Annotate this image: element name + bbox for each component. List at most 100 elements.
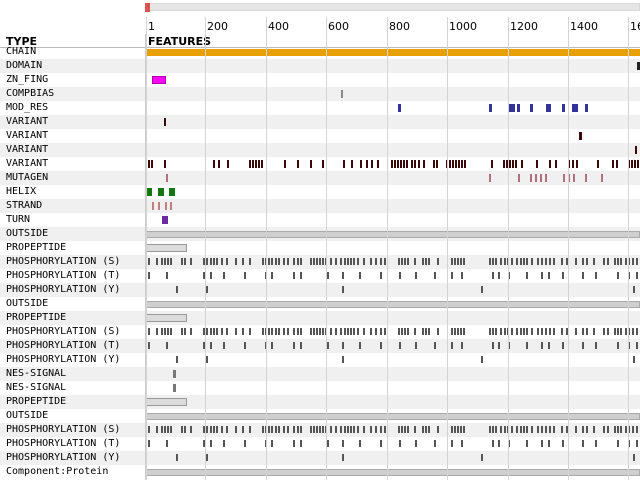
phosphorylation-s-feature[interactable] [457,328,459,335]
phosphorylation-s-feature[interactable] [353,328,355,335]
phosphorylation-s-feature[interactable] [437,328,439,335]
mod-res-feature[interactable] [572,104,575,112]
variant-feature[interactable] [252,160,254,168]
phosphorylation-y-feature[interactable] [342,454,344,461]
phosphorylation-s-feature[interactable] [582,426,584,433]
phosphorylation-t-feature[interactable] [415,272,417,279]
phosphorylation-s-feature[interactable] [407,258,409,265]
variant-feature[interactable] [322,160,324,168]
phosphorylation-s-feature[interactable] [603,328,605,335]
phosphorylation-s-feature[interactable] [322,328,324,335]
phosphorylation-s-feature[interactable] [553,426,555,433]
variant-feature[interactable] [249,160,251,168]
phosphorylation-s-feature[interactable] [300,328,302,335]
phosphorylation-s-feature[interactable] [293,426,295,433]
phosphorylation-t-feature[interactable] [582,342,584,349]
phosphorylation-s-feature[interactable] [404,426,406,433]
phosphorylation-s-feature[interactable] [407,426,409,433]
phosphorylation-s-feature[interactable] [495,258,497,265]
phosphorylation-s-feature[interactable] [463,328,465,335]
phosphorylation-t-feature[interactable] [562,272,564,279]
variant-feature[interactable] [151,160,153,168]
phosphorylation-s-feature[interactable] [190,426,192,433]
phosphorylation-t-feature[interactable] [582,440,584,447]
chain-feature[interactable] [145,49,640,56]
phosphorylation-s-feature[interactable] [203,258,205,265]
phosphorylation-s-feature[interactable] [216,328,218,335]
phosphorylation-s-feature[interactable] [268,426,270,433]
phosphorylation-s-feature[interactable] [523,258,525,265]
phosphorylation-t-feature[interactable] [223,440,225,447]
phosphorylation-s-feature[interactable] [319,258,321,265]
phosphorylation-s-feature[interactable] [275,258,277,265]
phosphorylation-s-feature[interactable] [504,328,506,335]
phosphorylation-s-feature[interactable] [271,258,273,265]
phosphorylation-t-feature[interactable] [148,342,150,349]
variant-feature[interactable] [418,160,420,168]
phosphorylation-y-feature[interactable] [176,454,178,461]
phosphorylation-y-feature[interactable] [633,356,635,363]
mutagen-feature[interactable] [540,174,542,182]
variant-feature[interactable] [506,160,508,168]
phosphorylation-s-feature[interactable] [226,328,228,335]
phosphorylation-s-feature[interactable] [531,426,533,433]
phosphorylation-s-feature[interactable] [607,426,609,433]
phosphorylation-s-feature[interactable] [380,328,382,335]
phosphorylation-s-feature[interactable] [437,258,439,265]
phosphorylation-t-feature[interactable] [541,272,543,279]
phosphorylation-s-feature[interactable] [319,426,321,433]
phosphorylation-s-feature[interactable] [401,426,403,433]
phosphorylation-y-feature[interactable] [176,356,178,363]
phosphorylation-s-feature[interactable] [380,258,382,265]
phosphorylation-s-feature[interactable] [414,328,416,335]
phosphorylation-s-feature[interactable] [575,258,577,265]
phosphorylation-s-feature[interactable] [607,328,609,335]
phosphorylation-s-feature[interactable] [344,328,346,335]
variant-feature[interactable] [631,160,633,168]
phosphorylation-s-feature[interactable] [164,258,166,265]
phosphorylation-s-feature[interactable] [335,328,337,335]
phosphorylation-t-feature[interactable] [541,342,543,349]
strand-feature[interactable] [170,202,172,210]
phosphorylation-s-feature[interactable] [235,328,237,335]
phosphorylation-s-feature[interactable] [422,258,424,265]
phosphorylation-t-feature[interactable] [636,440,638,447]
variant-feature[interactable] [366,160,368,168]
phosphorylation-t-feature[interactable] [223,272,225,279]
helix-feature[interactable] [158,188,164,196]
variant-feature[interactable] [458,160,460,168]
phosphorylation-t-feature[interactable] [380,440,382,447]
phosphorylation-s-feature[interactable] [210,328,212,335]
phosphorylation-t-feature[interactable] [636,272,638,279]
phosphorylation-s-feature[interactable] [489,258,491,265]
phosphorylation-s-feature[interactable] [586,328,588,335]
mutagen-feature[interactable] [568,174,570,182]
phosphorylation-s-feature[interactable] [620,258,622,265]
phosphorylation-s-feature[interactable] [370,258,372,265]
phosphorylation-s-feature[interactable] [398,328,400,335]
phosphorylation-s-feature[interactable] [330,258,332,265]
phosphorylation-s-feature[interactable] [632,258,634,265]
phosphorylation-t-feature[interactable] [617,342,619,349]
phosphorylation-s-feature[interactable] [167,328,169,335]
variant-feature[interactable] [568,160,570,168]
phosphorylation-t-feature[interactable] [492,440,494,447]
phosphorylation-s-feature[interactable] [504,258,506,265]
phosphorylation-t-feature[interactable] [380,272,382,279]
phosphorylation-y-feature[interactable] [206,286,208,293]
phosphorylation-s-feature[interactable] [357,328,359,335]
variant-feature[interactable] [464,160,466,168]
phosphorylation-s-feature[interactable] [340,258,342,265]
variant-feature[interactable] [261,160,263,168]
phosphorylation-t-feature[interactable] [636,342,638,349]
phosphorylation-t-feature[interactable] [548,342,550,349]
phosphorylation-s-feature[interactable] [221,258,223,265]
phosphorylation-s-feature[interactable] [516,328,518,335]
phosphorylation-s-feature[interactable] [313,258,315,265]
phosphorylation-s-feature[interactable] [316,328,318,335]
zoom-slider-handle[interactable] [145,3,150,12]
phosphorylation-s-feature[interactable] [203,426,205,433]
phosphorylation-s-feature[interactable] [404,258,406,265]
phosphorylation-s-feature[interactable] [384,258,386,265]
phosphorylation-s-feature[interactable] [614,426,616,433]
